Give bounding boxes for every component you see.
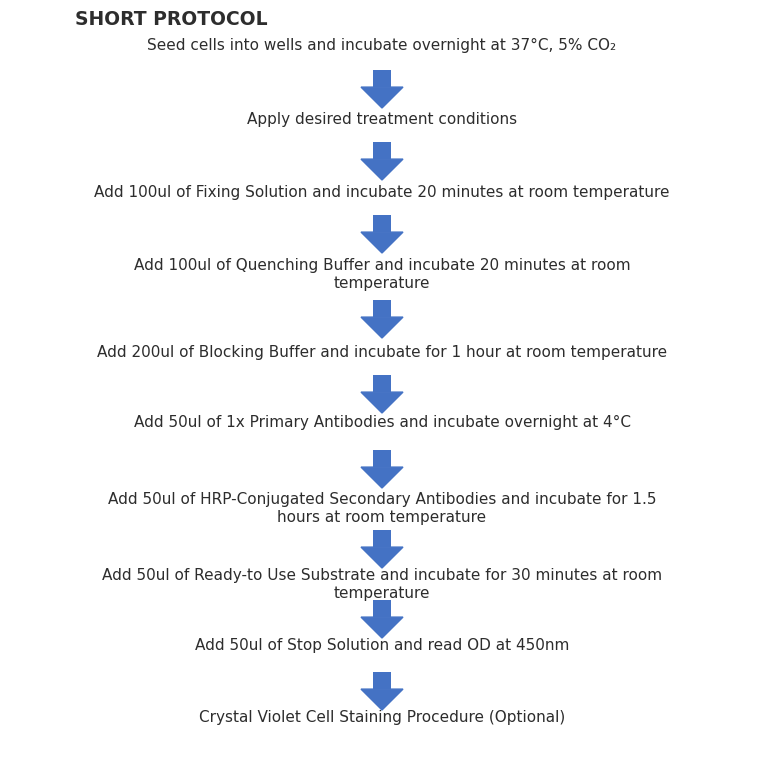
Polygon shape <box>361 689 403 710</box>
Polygon shape <box>361 392 403 413</box>
Polygon shape <box>361 617 403 638</box>
Polygon shape <box>361 467 403 488</box>
Bar <box>373 300 391 317</box>
Polygon shape <box>361 159 403 180</box>
Text: Crystal Violet Cell Staining Procedure (Optional): Crystal Violet Cell Staining Procedure (… <box>199 710 565 725</box>
Polygon shape <box>361 547 403 568</box>
Bar <box>373 70 391 87</box>
Polygon shape <box>361 87 403 108</box>
Text: Add 100ul of Quenching Buffer and incubate 20 minutes at room
temperature: Add 100ul of Quenching Buffer and incuba… <box>134 258 630 291</box>
Bar <box>373 672 391 689</box>
Text: Add 50ul of 1x Primary Antibodies and incubate overnight at 4°C: Add 50ul of 1x Primary Antibodies and in… <box>134 415 630 430</box>
Bar <box>373 375 391 392</box>
Text: Add 50ul of HRP-Conjugated Secondary Antibodies and incubate for 1.5
hours at ro: Add 50ul of HRP-Conjugated Secondary Ant… <box>108 492 656 525</box>
Polygon shape <box>361 317 403 338</box>
Text: Add 100ul of Fixing Solution and incubate 20 minutes at room temperature: Add 100ul of Fixing Solution and incubat… <box>94 185 670 200</box>
Bar <box>373 600 391 617</box>
Text: Add 50ul of Stop Solution and read OD at 450nm: Add 50ul of Stop Solution and read OD at… <box>195 638 569 653</box>
Bar <box>373 215 391 232</box>
Polygon shape <box>361 232 403 253</box>
Bar <box>373 450 391 467</box>
Bar <box>373 530 391 547</box>
Text: Add 50ul of Ready-to Use Substrate and incubate for 30 minutes at room
temperatu: Add 50ul of Ready-to Use Substrate and i… <box>102 568 662 601</box>
Bar <box>373 142 391 159</box>
Text: SHORT PROTOCOL: SHORT PROTOCOL <box>75 10 267 29</box>
Text: Seed cells into wells and incubate overnight at 37°C, 5% CO₂: Seed cells into wells and incubate overn… <box>147 38 617 53</box>
Text: Apply des​ired treatment conditions: Apply des​ired treatment conditions <box>247 112 517 127</box>
Text: Add 200ul of Blocking Buffer and incubate for 1 hour at room temperature: Add 200ul of Blocking Buffer and incubat… <box>97 345 667 360</box>
